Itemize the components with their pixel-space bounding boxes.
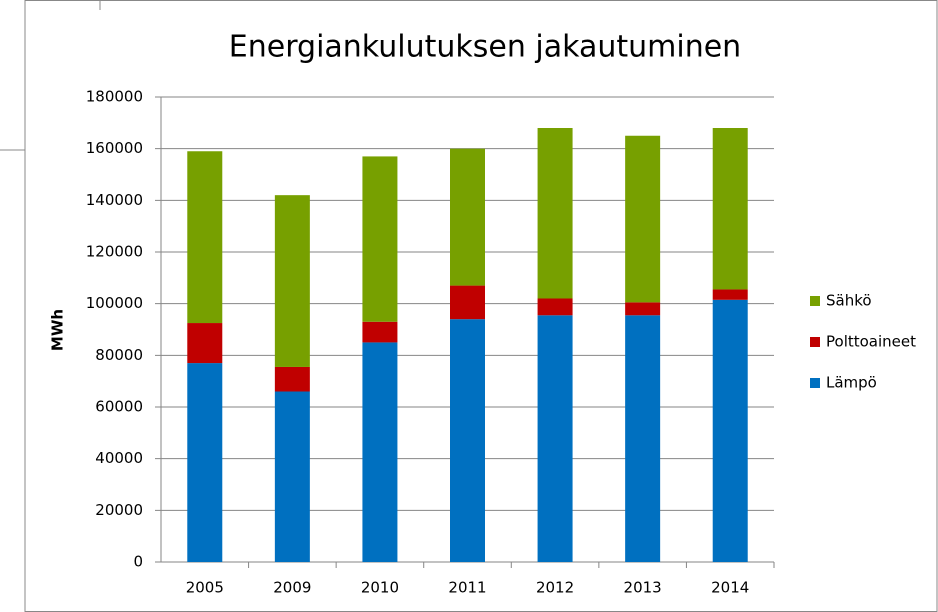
bar-segment: [712, 289, 748, 300]
bar-segment: [187, 323, 223, 364]
x-tick-label: 2012: [536, 579, 574, 597]
x-tick-label: 2009: [273, 579, 311, 597]
x-tick-label: 2013: [624, 579, 662, 597]
y-tick-label: 0: [133, 553, 143, 571]
bar-segment: [712, 299, 748, 562]
bar-segment: [537, 315, 573, 562]
chart-title: Energiankulutuksen jakautuminen: [229, 30, 741, 65]
bar-segment: [362, 321, 398, 343]
bar-segment: [625, 302, 661, 316]
x-tick-label: 2014: [711, 579, 749, 597]
bar-segment: [274, 391, 310, 562]
x-tick-label: 2010: [361, 579, 399, 597]
bar-segment: [450, 285, 485, 320]
bar-segment: [537, 128, 573, 299]
y-tick-label: 60000: [95, 398, 143, 416]
legend-swatch: [810, 378, 820, 388]
bar-segment: [274, 195, 310, 367]
y-tick-label: 160000: [86, 139, 143, 157]
bar-segment: [712, 128, 748, 290]
x-tick-label: 2005: [186, 579, 224, 597]
x-tick-label: 2011: [448, 579, 486, 597]
bar-segment: [625, 135, 661, 303]
legend-label: Polttoaineet: [826, 333, 916, 351]
legend-swatch: [810, 296, 820, 306]
bar-segment: [537, 298, 573, 316]
y-tick-label: 80000: [95, 346, 143, 364]
y-tick-label: 120000: [86, 243, 143, 261]
y-tick-label: 100000: [86, 294, 143, 312]
bar-segment: [450, 319, 485, 562]
y-tick-label: 180000: [86, 88, 143, 106]
bar-segment: [625, 315, 661, 562]
bar-segment: [450, 148, 485, 286]
y-axis-label: MWh: [49, 309, 67, 351]
bar-segment: [274, 366, 310, 392]
legend-label: Lämpö: [826, 374, 877, 392]
y-tick-label: 140000: [86, 191, 143, 209]
y-tick-label: 20000: [95, 501, 143, 519]
y-tick-label: 40000: [95, 449, 143, 467]
legend-label: Sähkö: [826, 292, 872, 310]
bar-segment: [187, 363, 223, 562]
bar-segment: [187, 151, 223, 324]
bar-segment: [362, 342, 398, 562]
bar-segment: [362, 156, 398, 322]
legend-swatch: [810, 337, 820, 347]
